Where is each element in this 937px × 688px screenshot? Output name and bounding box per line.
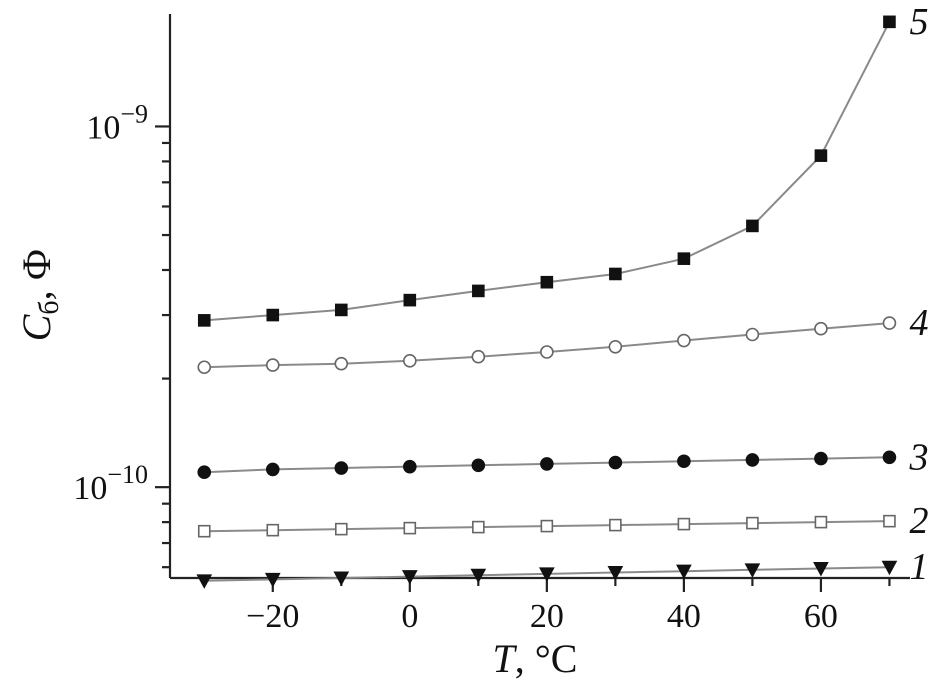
data-point (471, 349, 486, 364)
x-tick-label: 40 (667, 598, 701, 635)
data-point (607, 566, 624, 581)
data-point (883, 15, 896, 29)
series-layer: 12 3 4 5 (196, 1, 928, 589)
data-point (334, 303, 348, 317)
curve-label: 4 (909, 302, 928, 344)
data-point (539, 567, 555, 582)
data-point (677, 333, 691, 348)
data-point (609, 267, 622, 281)
data-point (266, 523, 280, 537)
data-point (472, 520, 485, 534)
y-axis-unit: , Ф (14, 249, 59, 301)
x-tick-label: 0 (401, 598, 418, 635)
x-axis-unit: , °C (515, 636, 578, 681)
data-point (334, 522, 348, 536)
data-point (676, 564, 692, 580)
series-1: 1 (196, 546, 928, 589)
data-point (745, 453, 760, 467)
data-point (265, 462, 280, 477)
data-point (334, 461, 349, 475)
data-point (677, 252, 691, 265)
data-point (197, 360, 212, 375)
data-point (264, 572, 281, 588)
data-point (540, 275, 554, 289)
data-point (266, 308, 280, 322)
data-point (403, 459, 417, 474)
data-point (813, 562, 829, 577)
data-point (746, 219, 759, 233)
series-5: 5 (197, 1, 928, 327)
y-axis-title: Cб, Ф (14, 249, 65, 342)
curve-label: 3 (908, 436, 928, 478)
series-3: 3 (197, 436, 928, 480)
data-point (196, 574, 213, 589)
data-point (814, 451, 828, 466)
data-point (608, 455, 623, 470)
data-point (333, 571, 350, 587)
data-point (197, 524, 211, 538)
data-point (401, 570, 418, 585)
x-tick-label: −20 (246, 598, 299, 635)
data-point (746, 516, 759, 530)
y-axis-subscript: б (34, 300, 65, 314)
data-point (470, 568, 487, 584)
x-tick-label: 20 (530, 598, 564, 635)
data-point (540, 345, 554, 359)
data-point (197, 314, 211, 327)
data-point (882, 450, 897, 465)
x-axis-symbol: T (493, 636, 518, 681)
data-point (540, 519, 554, 533)
data-point (814, 515, 828, 529)
data-point (883, 514, 896, 528)
y-tick-label: 10−9 (86, 99, 148, 146)
data-point (744, 563, 761, 578)
series-4: 4 (197, 302, 928, 375)
ticks: −20 0 20 40 60 10−10 10−9 (73, 99, 891, 635)
data-point (403, 354, 417, 368)
x-axis-title: T, °C (493, 636, 578, 681)
data-point (265, 358, 280, 372)
data-point (609, 518, 622, 532)
data-point (540, 457, 554, 471)
y-tick-label: 10−10 (73, 460, 148, 507)
data-point (403, 521, 417, 535)
data-point (472, 284, 485, 298)
data-point (745, 327, 760, 342)
curve-label: 5 (909, 1, 928, 43)
axes (168, 14, 910, 580)
curve-label: 1 (909, 546, 928, 588)
y-axis-symbol: C (14, 313, 59, 341)
data-point (334, 356, 349, 371)
series-2: 2 (197, 500, 928, 542)
series-line (204, 21, 891, 322)
x-tick-label: 60 (804, 598, 838, 635)
data-point (814, 321, 828, 336)
data-point (197, 465, 212, 480)
data-point (677, 454, 691, 469)
data-point (403, 293, 417, 307)
data-point (881, 560, 898, 576)
curve-label: 2 (909, 500, 928, 542)
data-point (814, 149, 828, 162)
data-point (882, 316, 897, 330)
data-point (608, 339, 623, 354)
data-point (677, 517, 691, 531)
data-point (471, 458, 486, 473)
